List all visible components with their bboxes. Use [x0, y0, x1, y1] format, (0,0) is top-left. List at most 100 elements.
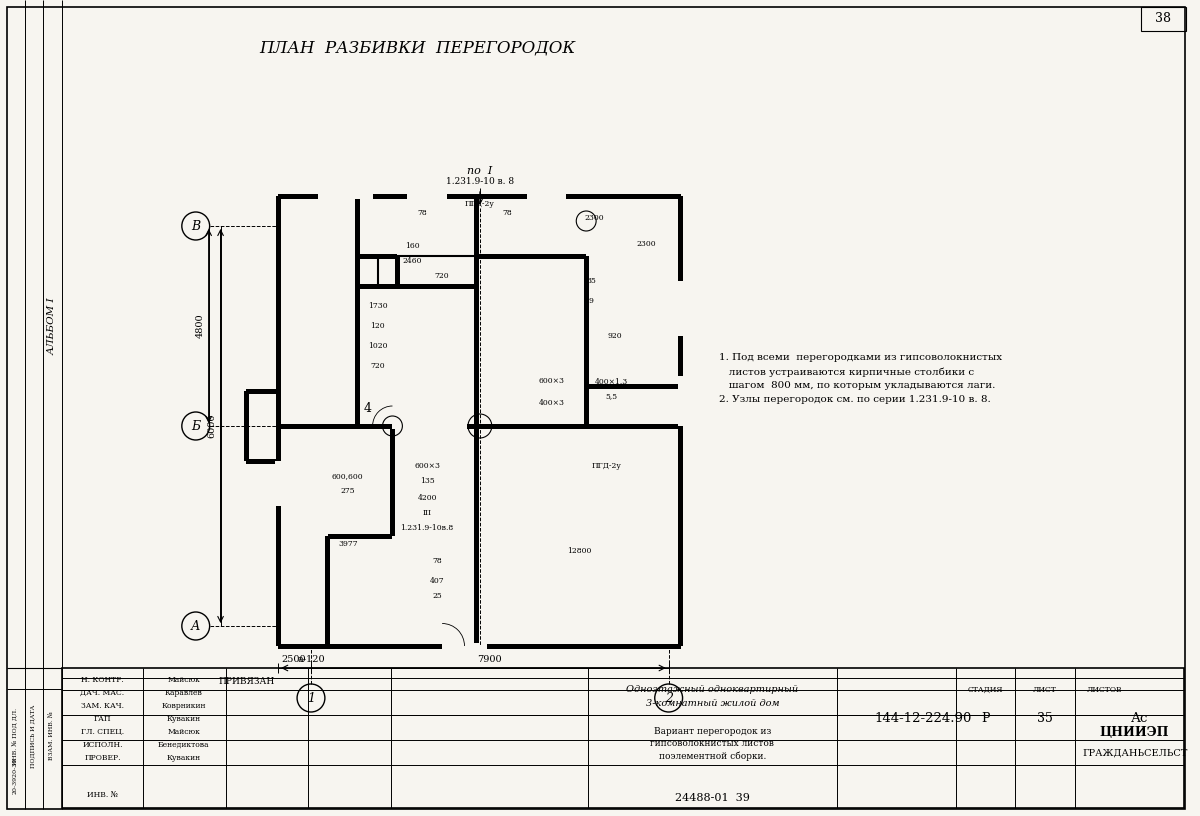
- Text: 7900: 7900: [478, 655, 502, 664]
- Text: 2: 2: [665, 691, 673, 704]
- Bar: [278, 193, 680, 198]
- Text: ГРАЖДАНЬСЕЛЬСТ: ГРАЖДАНЬСЕЛЬСТ: [1082, 748, 1187, 757]
- Text: 400×3: 400×3: [539, 399, 564, 407]
- Text: ГЛ. СПЕЦ.: ГЛ. СПЕЦ.: [80, 728, 124, 736]
- Text: шагом  800 мм, по которым укладываются лаги.: шагом 800 мм, по которым укладываются ла…: [719, 382, 996, 391]
- Text: 600×3: 600×3: [539, 377, 564, 385]
- Bar: [358, 283, 476, 289]
- Text: 35: 35: [587, 277, 596, 285]
- Text: Майсюк: Майсюк: [167, 676, 200, 684]
- Text: СТАДИЯ: СТАДИЯ: [968, 686, 1003, 694]
- Text: Бенедиктова: Бенедиктова: [158, 741, 210, 749]
- Bar: [476, 254, 586, 259]
- Text: ИСПОЛН.: ИСПОЛН.: [82, 741, 122, 749]
- Text: ПРИВЯЗАН: ПРИВЯЗАН: [218, 677, 275, 686]
- Text: Коврникин: Коврникин: [162, 702, 206, 710]
- Bar: [678, 281, 684, 336]
- Text: поэлементной сборки.: поэлементной сборки.: [659, 752, 766, 761]
- Text: 144-12-224.90: 144-12-224.90: [875, 712, 972, 725]
- Text: АЛЬБОМ I: АЛЬБОМ I: [47, 297, 56, 355]
- Text: 25: 25: [432, 592, 442, 600]
- Text: 1. Под всеми  перегородками из гипсоволокнистых: 1. Под всеми перегородками из гипсоволок…: [719, 353, 1002, 362]
- Text: 720: 720: [434, 272, 450, 280]
- Text: Кувакин: Кувакин: [167, 754, 200, 762]
- Text: гипсоволокнистых листов: гипсоволокнистых листов: [650, 739, 774, 748]
- Text: ПЛАН  РАЗБИВКИ  ПЕРЕГОРОДОК: ПЛАН РАЗБИВКИ ПЕРЕГОРОДОК: [259, 39, 576, 56]
- Text: ДАЧ. МАС.: ДАЧ. МАС.: [80, 689, 125, 697]
- Bar: [395, 256, 400, 286]
- Text: А: А: [191, 619, 200, 632]
- Text: 9: 9: [589, 297, 594, 305]
- Text: ЛИСТОВ: ЛИСТОВ: [1087, 686, 1123, 694]
- Text: 1730: 1730: [367, 302, 388, 310]
- Bar: [390, 426, 395, 536]
- Bar: [1140, 7, 1187, 31]
- Text: 2300: 2300: [636, 240, 655, 248]
- Bar: [276, 196, 281, 646]
- Bar: [275, 461, 281, 506]
- Text: 2460: 2460: [402, 257, 422, 265]
- Bar: [358, 254, 397, 259]
- Text: ИНВ. № ПОД ДЛ.: ИНВ. № ПОД ДЛ.: [12, 707, 18, 765]
- Text: ЦНИИЭП: ЦНИИЭП: [1100, 725, 1169, 738]
- Text: 1: 1: [307, 691, 314, 704]
- Text: ПГД-2у: ПГД-2у: [592, 462, 622, 470]
- Text: ПГД-2у: ПГД-2у: [464, 200, 494, 208]
- Text: 2. Узлы перегородок см. по серии 1.231.9-10 в. 8.: 2. Узлы перегородок см. по серии 1.231.9…: [719, 396, 991, 405]
- Bar: [678, 196, 683, 646]
- Text: 4800: 4800: [196, 313, 205, 339]
- Text: 78: 78: [432, 557, 442, 565]
- Text: Б: Б: [191, 419, 200, 432]
- Bar: [355, 196, 360, 426]
- Text: 1.231.9-10в.8: 1.231.9-10в.8: [401, 524, 454, 532]
- Text: 4200: 4200: [418, 494, 437, 502]
- Text: 400×1,3: 400×1,3: [594, 377, 628, 385]
- Text: ПРОВЕР.: ПРОВЕР.: [84, 754, 120, 762]
- Text: ВЗАМ. ИНВ. №: ВЗАМ. ИНВ. №: [49, 712, 54, 761]
- Text: III: III: [422, 509, 432, 517]
- Text: листов устраиваются кирпичные столбики с: листов устраиваются кирпичные столбики с: [719, 367, 974, 377]
- Bar: [278, 644, 680, 649]
- Bar: [583, 256, 589, 426]
- Bar: [246, 388, 278, 393]
- Text: 600,600: 600,600: [332, 472, 364, 480]
- Bar: [467, 424, 680, 428]
- Text: 78: 78: [503, 209, 512, 217]
- Bar: [328, 534, 392, 539]
- Text: 407: 407: [430, 577, 444, 585]
- Text: 38: 38: [1156, 12, 1171, 25]
- Bar: [318, 193, 372, 199]
- Text: ПОДПИСЬ И ДАТА: ПОДПИСЬ И ДАТА: [30, 704, 35, 768]
- Text: 275: 275: [341, 487, 355, 495]
- Bar: [678, 376, 684, 426]
- Text: 1.231.9-10 в. 8: 1.231.9-10 в. 8: [446, 178, 514, 187]
- Text: 35: 35: [1037, 712, 1054, 725]
- Text: Одноэтажный одноквартирный: Одноэтажный одноквартирный: [626, 685, 798, 694]
- Text: ГАП: ГАП: [94, 715, 112, 723]
- Text: по  I: по I: [467, 166, 492, 176]
- Text: 1020: 1020: [367, 342, 388, 350]
- Bar: [61, 668, 1184, 808]
- Bar: [586, 384, 680, 388]
- Text: 120: 120: [371, 322, 385, 330]
- Text: 4: 4: [364, 401, 372, 415]
- Text: 6000: 6000: [208, 414, 216, 438]
- Text: ЗАМ. КАЧ.: ЗАМ. КАЧ.: [80, 702, 124, 710]
- Text: 135: 135: [420, 477, 434, 485]
- Bar: [392, 423, 467, 429]
- Text: Кувакин: Кувакин: [167, 715, 200, 723]
- Bar: [278, 424, 392, 428]
- Text: 2500: 2500: [282, 655, 306, 664]
- Text: 5,5: 5,5: [605, 392, 617, 400]
- Text: 920: 920: [607, 332, 623, 340]
- Text: В: В: [191, 220, 200, 233]
- Text: 3977: 3977: [338, 540, 358, 548]
- Bar: [246, 459, 278, 463]
- Bar: [527, 193, 566, 199]
- Text: Вариант перегородок из: Вариант перегородок из: [654, 728, 772, 737]
- Bar: [474, 196, 479, 646]
- Text: ИНВ. №: ИНВ. №: [86, 792, 118, 800]
- Bar: [325, 536, 330, 646]
- Text: 20-3920-39: 20-3920-39: [12, 758, 18, 794]
- Bar: [407, 193, 448, 199]
